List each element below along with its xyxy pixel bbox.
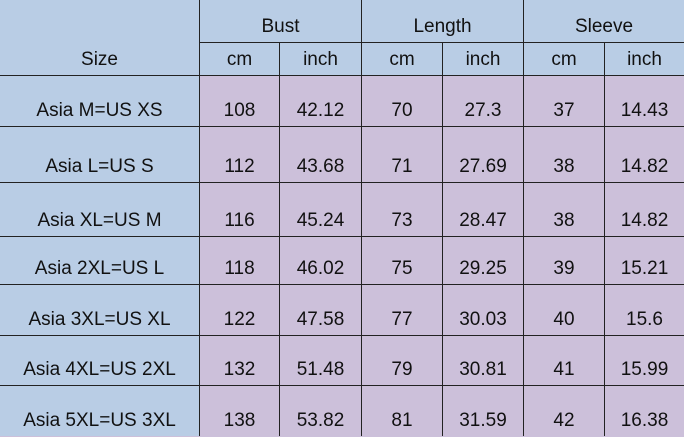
value-cell: 51.48	[280, 336, 362, 386]
value-cell: 77	[362, 285, 443, 336]
value-cell: 43.68	[280, 127, 362, 183]
bust-header: Bust	[200, 0, 362, 43]
value-cell: 14.82	[605, 127, 684, 183]
value-cell: 73	[362, 183, 443, 237]
value-cell: 15.99	[605, 336, 684, 386]
value-cell: 16.38	[605, 386, 684, 436]
value-cell: 40	[524, 285, 605, 336]
value-cell: 70	[362, 76, 443, 127]
size-cell: Asia 2XL=US L	[0, 237, 200, 285]
unit-header: cm	[524, 43, 605, 76]
value-cell: 116	[200, 183, 280, 237]
size-cell: Asia 5XL=US 3XL	[0, 386, 200, 436]
value-cell: 30.03	[443, 285, 524, 336]
size-cell: Asia 4XL=US 2XL	[0, 336, 200, 386]
value-cell: 47.58	[280, 285, 362, 336]
size-cell: Asia L=US S	[0, 127, 200, 183]
sleeve-header: Sleeve	[524, 0, 684, 43]
size-cell: Asia XL=US M	[0, 183, 200, 237]
value-cell: 14.82	[605, 183, 684, 237]
value-cell: 46.02	[280, 237, 362, 285]
unit-header: cm	[200, 43, 280, 76]
unit-header: inch	[605, 43, 684, 76]
size-header: Size	[0, 0, 200, 76]
size-cell: Asia 3XL=US XL	[0, 285, 200, 336]
value-cell: 42	[524, 386, 605, 436]
length-header: Length	[362, 0, 524, 43]
value-cell: 30.81	[443, 336, 524, 386]
value-cell: 37	[524, 76, 605, 127]
value-cell: 38	[524, 183, 605, 237]
value-cell: 15.6	[605, 285, 684, 336]
unit-header: inch	[443, 43, 524, 76]
size-cell: Asia M=US XS	[0, 76, 200, 127]
value-cell: 81	[362, 386, 443, 436]
value-cell: 71	[362, 127, 443, 183]
value-cell: 38	[524, 127, 605, 183]
value-cell: 41	[524, 336, 605, 386]
value-cell: 132	[200, 336, 280, 386]
value-cell: 79	[362, 336, 443, 386]
value-cell: 122	[200, 285, 280, 336]
value-cell: 31.59	[443, 386, 524, 436]
value-cell: 108	[200, 76, 280, 127]
value-cell: 45.24	[280, 183, 362, 237]
value-cell: 118	[200, 237, 280, 285]
value-cell: 42.12	[280, 76, 362, 127]
value-cell: 75	[362, 237, 443, 285]
value-cell: 27.69	[443, 127, 524, 183]
value-cell: 112	[200, 127, 280, 183]
value-cell: 29.25	[443, 237, 524, 285]
value-cell: 14.43	[605, 76, 684, 127]
value-cell: 28.47	[443, 183, 524, 237]
unit-header: inch	[280, 43, 362, 76]
value-cell: 39	[524, 237, 605, 285]
value-cell: 15.21	[605, 237, 684, 285]
value-cell: 138	[200, 386, 280, 436]
value-cell: 53.82	[280, 386, 362, 436]
value-cell: 27.3	[443, 76, 524, 127]
unit-header: cm	[362, 43, 443, 76]
